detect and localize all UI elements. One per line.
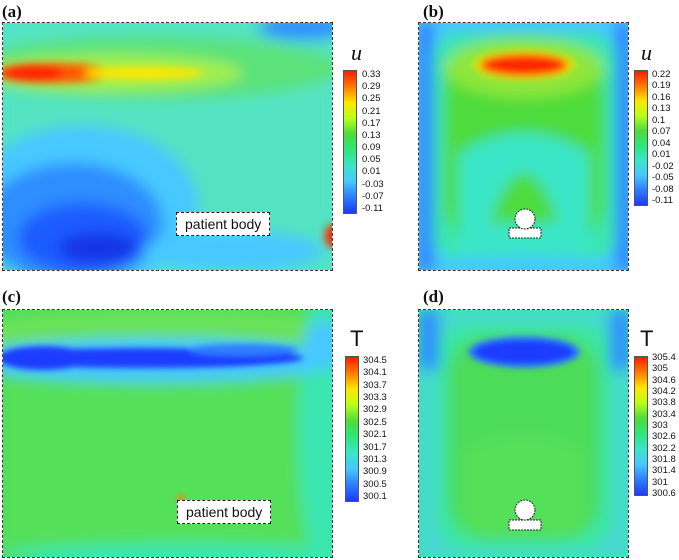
panel-b-colorbar-ticks: 0.22 0.19 0.16 0.13 0.1 0.07 0.04 0.01 -… [652,69,674,206]
panel-c-contour-plot [2,309,333,558]
panel-b-label: (b) [423,2,444,21]
panel-a-label: (a) [2,2,22,21]
panel-c-colorbar [345,356,359,502]
panel-d-patient-body-shape [508,499,542,531]
panel-a-colorbar-ticks: 0.33 0.29 0.25 0.21 0.17 0.13 0.09 0.05 … [362,69,384,214]
panel-d-colorbar-ticks: 305.4 305 304.6 304.2 303.8 303.4 303 30… [652,352,676,499]
panel-a-contour-plot [2,22,333,271]
panel-a-variable-label: u [351,40,362,65]
panel-b-contour-plot [418,22,629,271]
panel-d-variable-label: T [640,326,654,351]
panel-d-colorbar [634,356,648,496]
panel-d-label: (d) [423,287,444,306]
panel-c-variable-label: T [350,326,364,351]
panel-c-label: (c) [2,287,21,306]
panel-b-patient-body-shape [508,208,542,239]
panel-b-colorbar [634,70,648,206]
panel-a-colorbar [343,70,357,214]
panel-c-colorbar-ticks: 304.5 304.1 303.7 303.3 302.9 302.5 302.… [363,355,387,502]
patient-body-label-c: patient body [177,500,272,524]
panel-d-contour-plot [418,309,629,558]
panel-b-variable-label: u [641,40,652,65]
patient-body-label: patient body [176,212,271,236]
